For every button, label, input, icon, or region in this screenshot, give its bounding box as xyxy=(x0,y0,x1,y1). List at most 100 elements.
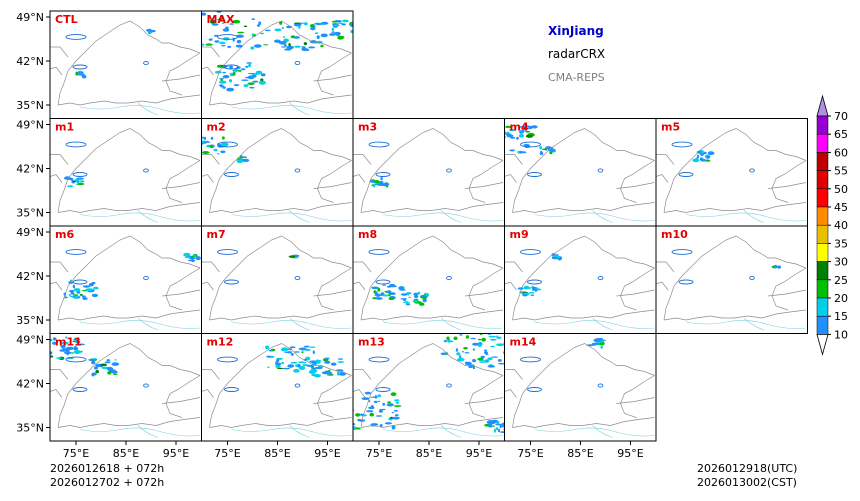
colorbar-swatch xyxy=(816,170,829,190)
echo-cell xyxy=(395,401,399,404)
variable-title: radarCRX xyxy=(548,47,605,61)
echo-cell xyxy=(222,28,230,32)
echo-cell xyxy=(253,2,255,4)
echo-cell xyxy=(274,28,282,32)
echo-cell xyxy=(591,342,597,346)
map-panel-m3: m3 xyxy=(352,118,505,227)
echo-cell xyxy=(106,366,114,371)
echo-cell xyxy=(80,343,83,345)
echo-cell xyxy=(405,303,411,306)
echo-cell xyxy=(329,372,333,376)
echo-cell xyxy=(422,298,427,303)
echo-cell xyxy=(91,281,96,285)
echo-cell xyxy=(191,256,194,260)
echo-cell xyxy=(50,355,54,358)
echo-cell xyxy=(472,348,475,351)
panel-label: m6 xyxy=(55,228,74,241)
echo-cell xyxy=(251,74,257,78)
echo-cell xyxy=(60,344,66,349)
echo-cell xyxy=(412,300,419,303)
echo-cell xyxy=(217,153,220,155)
panel-label: m2 xyxy=(207,121,226,134)
echo-cell xyxy=(407,292,410,296)
echo-cell xyxy=(510,136,516,139)
echo-cell xyxy=(209,144,213,149)
echo-cell xyxy=(53,337,57,341)
echo-cell xyxy=(551,256,559,260)
echo-cell xyxy=(516,136,519,140)
echo-cell xyxy=(539,146,543,150)
echo-cell xyxy=(496,335,499,337)
echo-cell xyxy=(265,345,270,350)
echo-cell xyxy=(79,294,83,296)
echo-cell xyxy=(314,374,321,378)
echo-cell xyxy=(501,422,505,427)
echo-cell xyxy=(547,146,554,149)
echo-cell xyxy=(370,405,374,408)
echo-cell xyxy=(315,359,322,363)
echo-cell xyxy=(281,361,285,365)
echo-cell xyxy=(314,22,322,25)
echo-cell xyxy=(490,345,496,348)
lat-tick-label: 49°N xyxy=(16,11,44,24)
echo-cell xyxy=(201,12,206,16)
echo-cell xyxy=(309,40,317,44)
echo-cell xyxy=(373,400,378,404)
echo-cell xyxy=(91,293,98,298)
echo-cell xyxy=(493,428,496,433)
echo-cell xyxy=(309,346,316,348)
echo-cell xyxy=(237,69,242,72)
colorbar-swatch xyxy=(816,243,829,262)
echo-cell xyxy=(232,71,236,76)
echo-cell xyxy=(290,353,294,356)
lon-tick-label: 95°E xyxy=(163,447,189,460)
echo-cell xyxy=(210,19,216,24)
echo-cell xyxy=(393,409,398,412)
echo-cell xyxy=(293,36,300,39)
echo-cell xyxy=(66,353,69,356)
echo-cell xyxy=(211,23,219,26)
echo-cell xyxy=(63,351,72,355)
echo-cell xyxy=(594,338,602,343)
echo-cell xyxy=(485,353,489,356)
echo-cell xyxy=(334,31,341,36)
panel-label: m9 xyxy=(510,228,529,241)
echo-cell xyxy=(525,134,533,138)
echo-cell xyxy=(374,294,382,296)
echo-cell xyxy=(100,363,107,367)
colorbar-swatch xyxy=(816,115,829,135)
echo-cell xyxy=(320,33,328,38)
echo-cell xyxy=(539,151,544,156)
echo-cell xyxy=(80,180,84,183)
echo-cell xyxy=(320,44,324,48)
echo-cell xyxy=(470,337,477,340)
echo-cell xyxy=(391,285,397,288)
echo-cell xyxy=(394,399,400,402)
echo-cell xyxy=(82,297,88,300)
echo-cell xyxy=(370,396,379,398)
echo-cell xyxy=(65,336,68,339)
echo-cell xyxy=(310,365,315,369)
echo-cell xyxy=(267,366,270,368)
echo-cell xyxy=(487,365,495,368)
echo-cell xyxy=(600,345,603,349)
echo-cell xyxy=(375,415,383,417)
echo-cell xyxy=(499,431,505,434)
echo-cell xyxy=(252,80,259,83)
echo-cell xyxy=(417,291,421,295)
echo-cell xyxy=(266,355,271,358)
echo-cell xyxy=(300,347,307,351)
colorbar-label: 40 xyxy=(834,219,848,232)
echo-cell xyxy=(294,351,300,353)
echo-cell xyxy=(505,125,512,129)
echo-cell xyxy=(459,334,463,336)
echo-cell xyxy=(235,44,243,48)
echo-cell xyxy=(443,339,447,343)
lon-tick-label: 85°E xyxy=(264,447,290,460)
echo-cell xyxy=(358,30,366,32)
lon-tick-label: 85°E xyxy=(567,447,593,460)
echo-cell xyxy=(222,37,230,41)
echo-cell xyxy=(359,20,364,22)
echo-cell xyxy=(301,47,307,51)
echo-cell xyxy=(374,183,382,186)
